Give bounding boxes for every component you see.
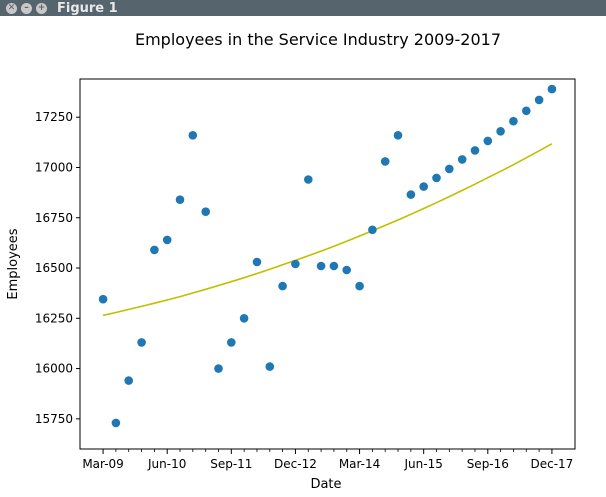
y-tick-label: 16000 [35, 362, 73, 376]
data-point [547, 84, 557, 94]
data-point [291, 259, 300, 269]
data-point [227, 338, 236, 347]
window-titlebar: ✕ – + Figure 1 [0, 0, 606, 16]
x-tick-label: Jun-15 [403, 457, 442, 471]
data-point [355, 281, 364, 291]
data-point [214, 364, 223, 373]
x-tick-label: Sep-11 [210, 457, 252, 471]
points-layer [98, 84, 557, 428]
data-point [162, 235, 172, 245]
data-point [445, 164, 454, 174]
minimize-icon[interactable]: – [21, 2, 32, 14]
y-tick-label: 15750 [35, 412, 73, 426]
data-point [329, 261, 339, 271]
y-axis-label: Employees [6, 228, 21, 299]
data-point [483, 136, 493, 146]
y-tick-label: 16750 [35, 211, 73, 225]
x-tick-label: Jun-10 [147, 457, 186, 471]
x-tick-label: Dec-17 [531, 457, 574, 471]
data-point [406, 190, 416, 199]
y-tick-label: 17250 [35, 110, 73, 124]
data-point [509, 116, 518, 126]
y-tick-label: 17000 [35, 160, 73, 174]
axes-layer: 15750 16000 16250 16500 16750 17000 17250 Mar-0… [35, 78, 576, 471]
x-tick-label: Sep-16 [467, 457, 509, 471]
y-tick-label: 16250 [35, 311, 73, 325]
maximize-icon[interactable]: + [36, 2, 47, 14]
data-point [368, 225, 377, 235]
data-point [522, 106, 531, 116]
y-tick-label: 16500 [35, 261, 73, 275]
plot-frame [79, 78, 576, 450]
data-point [316, 261, 326, 271]
data-point [393, 131, 403, 140]
window-title: Figure 1 [57, 0, 118, 16]
data-point [111, 418, 121, 428]
chart-title: Employees in the Service Industry 2009-2… [135, 30, 501, 49]
data-point [150, 245, 159, 255]
data-point [175, 195, 185, 204]
data-point [380, 157, 390, 166]
data-point [534, 95, 544, 105]
fit-line-layer [102, 143, 553, 317]
data-point [124, 376, 133, 385]
data-point [137, 338, 146, 347]
x-tick-label: Mar-09 [82, 457, 123, 471]
data-point [265, 362, 275, 371]
x-axis-label: Date [310, 477, 341, 492]
figure-canvas: Employees in the Service Industry 2009-2… [0, 16, 606, 493]
data-point [342, 265, 352, 275]
data-point [304, 175, 313, 184]
data-point [496, 127, 505, 136]
data-point [98, 294, 108, 304]
data-point [457, 155, 467, 164]
scatter-chart: Employees in the Service Industry 2009-2… [6, 30, 576, 492]
data-point [188, 131, 198, 140]
data-point [432, 173, 441, 183]
x-tick-label: Dec-12 [274, 457, 317, 471]
data-point [419, 182, 429, 191]
data-point [278, 281, 287, 291]
data-point [470, 146, 480, 155]
x-tick-label: Mar-14 [339, 457, 380, 471]
data-point [201, 207, 210, 216]
close-icon[interactable]: ✕ [6, 2, 17, 14]
data-point [252, 257, 262, 267]
trend-line [102, 143, 553, 317]
data-point [239, 314, 249, 323]
